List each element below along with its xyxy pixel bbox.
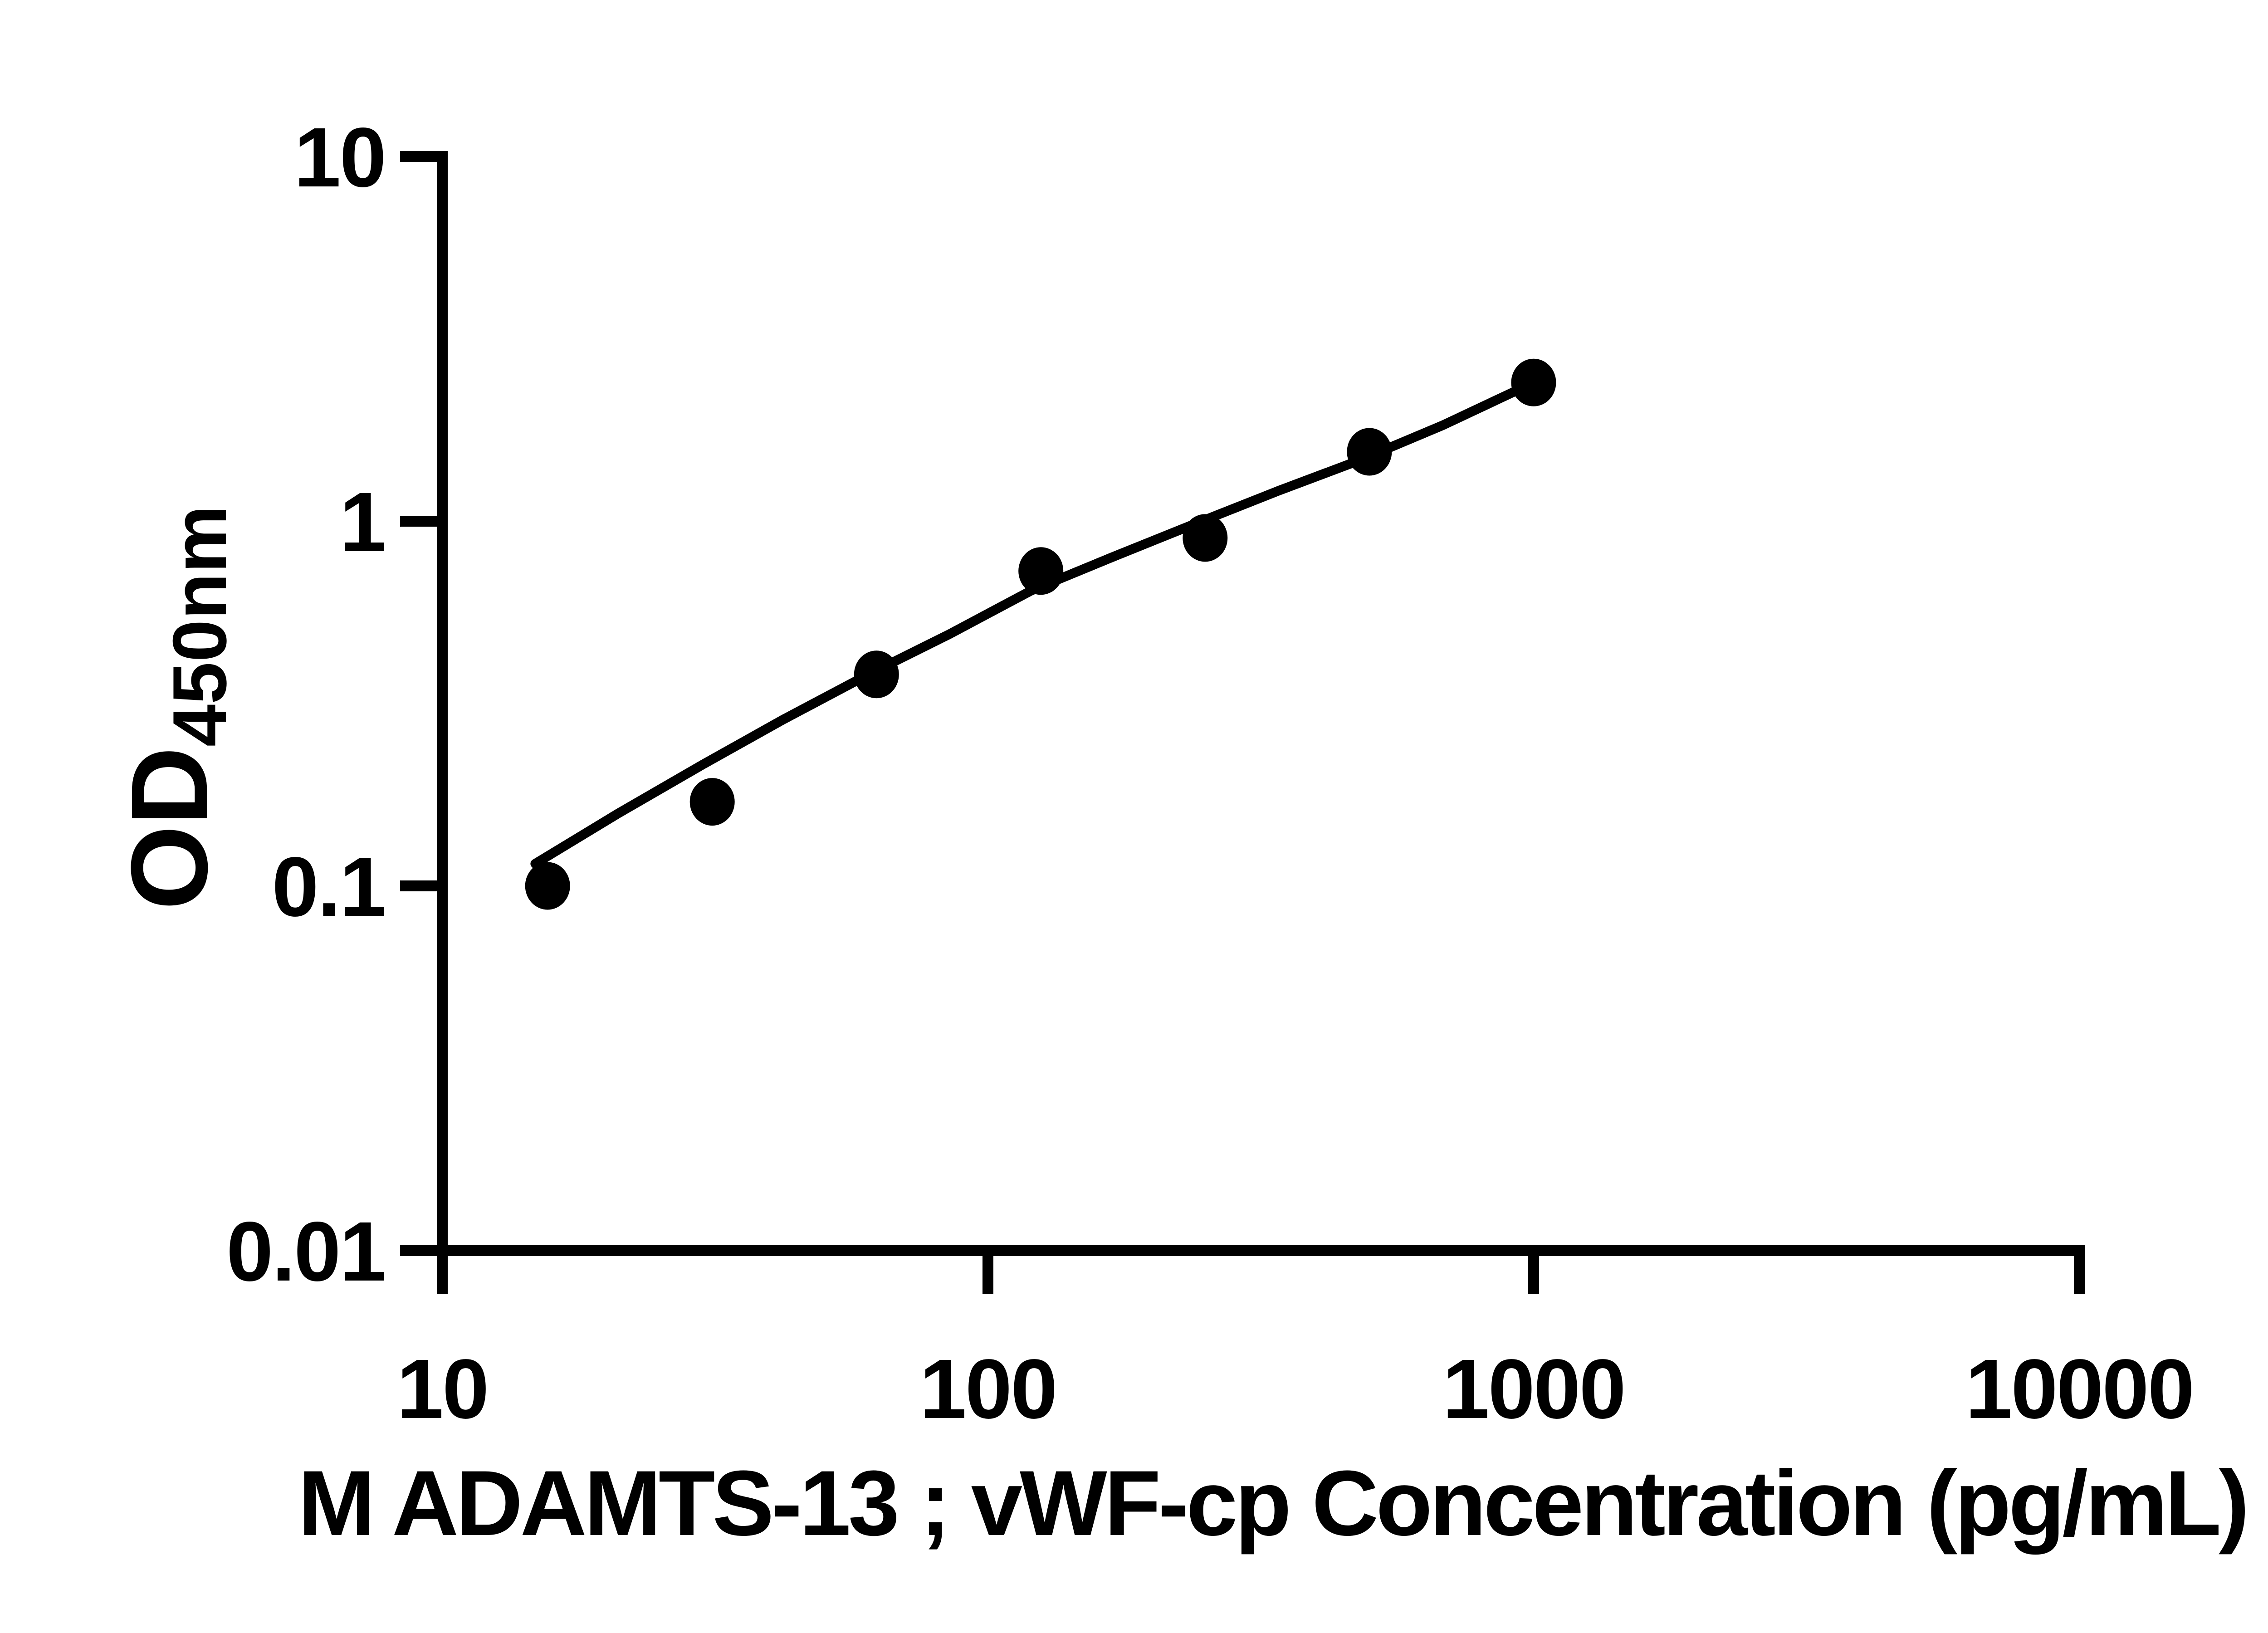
y-tick-label: 0.1 xyxy=(272,840,385,934)
y-tick-label: 1 xyxy=(340,475,385,569)
data-point-marker xyxy=(689,778,735,826)
x-tick-label: 1000 xyxy=(1442,1342,1625,1436)
x-tick-label: 10 xyxy=(397,1342,488,1436)
x-tick-label: 10000 xyxy=(1965,1342,2193,1436)
data-point-marker xyxy=(854,650,899,699)
data-point-marker xyxy=(1018,547,1064,595)
y-axis-title-sub: 450nm xyxy=(157,505,242,747)
data-point-marker xyxy=(1511,358,1556,406)
x-tick-label: 100 xyxy=(919,1342,1056,1436)
y-axis-title: OD450nm xyxy=(108,505,242,910)
y-tick-label: 0.01 xyxy=(226,1205,385,1299)
x-axis-title: M ADAMTS-13 ; vWF-cp Concentration (pg/m… xyxy=(298,1452,2247,1555)
y-axis-title-main: OD xyxy=(108,747,230,910)
data-point-marker xyxy=(1183,514,1228,562)
data-point-marker xyxy=(1347,428,1392,476)
y-tick-label: 10 xyxy=(294,111,385,205)
data-point-marker xyxy=(525,862,570,910)
